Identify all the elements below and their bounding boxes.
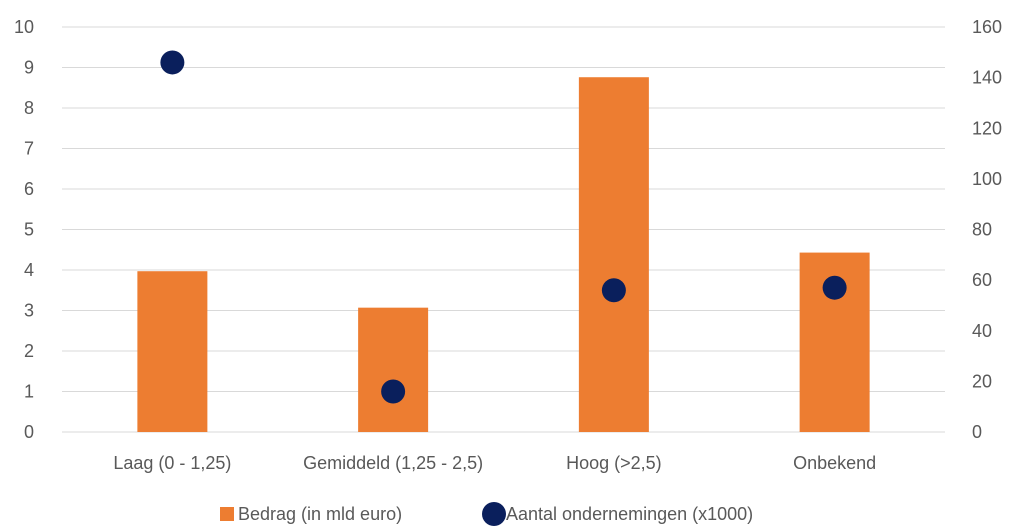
right-tick-label: 20 (972, 371, 992, 391)
category-label: Hoog (>2,5) (566, 453, 662, 473)
point-aantal (822, 275, 847, 300)
right-tick-label: 40 (972, 321, 992, 341)
category-label: Laag (0 - 1,25) (113, 453, 231, 473)
bar-bedrag (137, 271, 208, 432)
legend-label-aantal: Aantal ondernemingen (x1000) (506, 504, 753, 524)
left-tick-label: 1 (24, 382, 34, 402)
right-tick-label: 100 (972, 169, 1002, 189)
point-aantal (160, 50, 185, 75)
left-tick-label: 4 (24, 260, 34, 280)
left-tick-label: 7 (24, 139, 34, 159)
left-tick-label: 5 (24, 220, 34, 240)
legend-swatch-aantal (482, 502, 506, 526)
left-tick-label: 10 (14, 17, 34, 37)
category-labels: Laag (0 - 1,25) Gemiddeld (1,25 - 2,5) Hoo… (113, 453, 876, 473)
point-aantal (601, 278, 626, 303)
scatter-series (160, 50, 847, 404)
right-axis-ticks: 0 20 40 60 80 100 120 140 160 (972, 17, 1002, 442)
right-tick-label: 120 (972, 118, 1002, 138)
left-tick-label: 2 (24, 341, 34, 361)
legend-label-bedrag: Bedrag (in mld euro) (238, 504, 402, 524)
left-tick-label: 0 (24, 422, 34, 442)
right-tick-label: 140 (972, 68, 1002, 88)
point-aantal (381, 379, 406, 404)
category-label: Onbekend (793, 453, 876, 473)
gridlines (62, 26, 945, 433)
right-tick-label: 80 (972, 220, 992, 240)
left-tick-label: 8 (24, 98, 34, 118)
left-tick-label: 6 (24, 179, 34, 199)
bar-series (137, 77, 870, 432)
legend: Bedrag (in mld euro) Aantal onderneminge… (220, 502, 753, 526)
category-label: Gemiddeld (1,25 - 2,5) (303, 453, 483, 473)
bar-bedrag (578, 77, 649, 432)
left-tick-label: 9 (24, 58, 34, 78)
legend-swatch-bedrag (220, 507, 234, 521)
bar-bedrag (358, 307, 429, 432)
right-tick-label: 60 (972, 270, 992, 290)
right-tick-label: 160 (972, 17, 1002, 37)
left-axis-ticks: 0 1 2 3 4 5 6 7 8 9 10 (14, 17, 34, 442)
right-tick-label: 0 (972, 422, 982, 442)
left-tick-label: 3 (24, 301, 34, 321)
